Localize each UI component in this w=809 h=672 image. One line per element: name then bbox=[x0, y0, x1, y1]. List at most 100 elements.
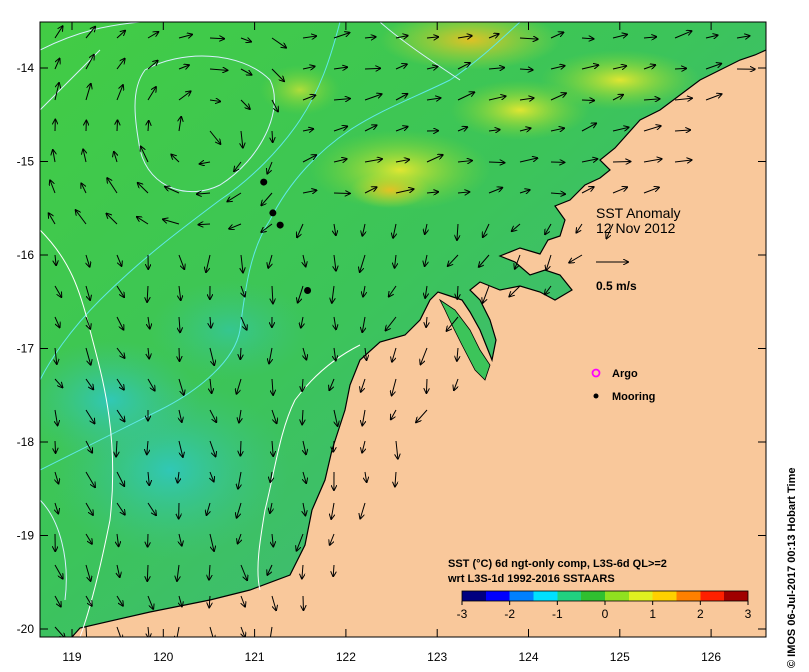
velocity-arrow bbox=[302, 36, 316, 38]
velocity-arrow bbox=[237, 378, 242, 394]
velocity-arrow bbox=[114, 152, 117, 163]
velocity-arrow bbox=[116, 85, 123, 101]
colorbar-tick-label: -3 bbox=[457, 607, 468, 621]
velocity-arrow bbox=[272, 440, 273, 456]
velocity-arrow bbox=[674, 98, 692, 100]
velocity-arrow bbox=[303, 471, 306, 483]
velocity-arrow bbox=[54, 626, 65, 637]
velocity-arrow bbox=[301, 316, 303, 328]
velocity-arrow bbox=[147, 564, 148, 581]
velocity-arrow bbox=[576, 223, 583, 233]
velocity-arrow bbox=[165, 187, 180, 194]
velocity-arrow bbox=[426, 37, 438, 38]
velocity-arrow bbox=[457, 192, 469, 193]
velocity-arrow bbox=[116, 409, 125, 421]
velocity-arrow bbox=[362, 223, 365, 236]
velocity-arrow bbox=[209, 69, 227, 70]
velocity-arrow bbox=[53, 150, 55, 163]
velocity-arrow bbox=[54, 595, 61, 607]
velocity-arrow bbox=[147, 502, 156, 515]
velocity-arrow bbox=[334, 254, 336, 271]
contour-line bbox=[257, 344, 361, 591]
velocity-arrow bbox=[395, 189, 413, 194]
velocity-arrow bbox=[270, 471, 272, 482]
velocity-arrow bbox=[361, 378, 366, 392]
velocity-arrow bbox=[333, 126, 347, 132]
velocity-arrow bbox=[395, 94, 407, 101]
velocity-arrow bbox=[147, 32, 158, 39]
velocity-arrow bbox=[393, 223, 396, 238]
velocity-arrow bbox=[209, 38, 224, 39]
velocity-arrow bbox=[519, 38, 538, 39]
velocity-arrow bbox=[612, 95, 623, 101]
velocity-arrow bbox=[272, 130, 273, 142]
velocity-arrow bbox=[302, 155, 316, 163]
velocity-arrow bbox=[178, 91, 191, 101]
velocity-arrow bbox=[209, 347, 214, 365]
velocity-arrow bbox=[85, 409, 94, 423]
velocity-arrow bbox=[550, 128, 564, 131]
velocity-arrow bbox=[107, 178, 118, 194]
velocity-arrow bbox=[54, 316, 60, 327]
velocity-arrow bbox=[545, 223, 552, 234]
velocity-arrow bbox=[271, 595, 276, 610]
velocity-arrow bbox=[643, 99, 660, 100]
velocity-arrow bbox=[447, 316, 459, 331]
x-tick-label: 125 bbox=[610, 650, 630, 664]
velocity-arrow bbox=[199, 224, 211, 225]
velocity-arrow bbox=[546, 254, 552, 270]
velocity-arrow bbox=[272, 533, 273, 546]
contour-line bbox=[40, 22, 521, 471]
velocity-arrow bbox=[261, 223, 273, 232]
velocity-arrow bbox=[581, 65, 598, 70]
colorbar: SST (°C) 6d ngt-only comp, L3S-6d QL>=2 … bbox=[447, 558, 752, 621]
velocity-arrow bbox=[488, 34, 499, 38]
velocity-arrow bbox=[54, 378, 62, 387]
velocity-arrow bbox=[483, 223, 490, 237]
velocity-arrow bbox=[207, 502, 210, 515]
velocity-arrow bbox=[179, 595, 182, 606]
velocity-arrow bbox=[519, 158, 537, 163]
y-tick-label: -15 bbox=[17, 155, 35, 169]
colorbar-tick-label: 1 bbox=[649, 607, 656, 621]
velocity-arrow bbox=[509, 285, 521, 296]
velocity-arrow bbox=[147, 285, 148, 302]
velocity-arrow bbox=[54, 83, 59, 101]
velocity-arrow bbox=[512, 223, 521, 231]
velocity-arrow bbox=[55, 440, 56, 453]
velocity-arrow bbox=[209, 564, 210, 580]
velocity-arrow bbox=[330, 533, 335, 545]
velocity-arrow bbox=[271, 68, 284, 81]
velocity-arrow bbox=[271, 37, 286, 48]
coastline bbox=[71, 49, 766, 637]
velocity-arrow bbox=[426, 316, 427, 327]
velocity-arrow bbox=[457, 285, 458, 299]
velocity-arrow bbox=[171, 155, 180, 163]
velocity-arrow bbox=[81, 183, 87, 194]
y-tick-label: -17 bbox=[17, 342, 35, 356]
mooring-legend-label: Mooring bbox=[612, 391, 655, 403]
velocity-arrow bbox=[389, 285, 397, 297]
imos-credit: © IMOS 06-Jul-2017 00:13 Hobart Time bbox=[786, 467, 798, 668]
velocity-arrow bbox=[488, 68, 504, 69]
velocity-arrow bbox=[332, 285, 334, 303]
velocity-arrow bbox=[141, 147, 149, 163]
velocity-arrow bbox=[238, 533, 241, 543]
velocity-arrow bbox=[457, 161, 472, 162]
velocity-arrow bbox=[581, 159, 597, 162]
velocity-arrow bbox=[85, 595, 92, 606]
velocity-arrow bbox=[334, 316, 336, 329]
velocity-arrow bbox=[674, 31, 691, 39]
velocity-arrow bbox=[55, 254, 56, 265]
velocity-arrow bbox=[272, 378, 273, 395]
velocity-arrow bbox=[55, 471, 58, 483]
y-tick-label: -16 bbox=[17, 248, 35, 262]
velocity-arrow bbox=[395, 36, 408, 38]
velocity-arrow bbox=[457, 63, 470, 70]
velocity-arrow bbox=[426, 67, 437, 69]
mooring-markers bbox=[260, 178, 312, 295]
velocity-arrow bbox=[581, 123, 596, 132]
velocity-arrow bbox=[241, 254, 243, 272]
velocity-arrow bbox=[85, 27, 95, 39]
velocity-arrow bbox=[116, 471, 124, 486]
